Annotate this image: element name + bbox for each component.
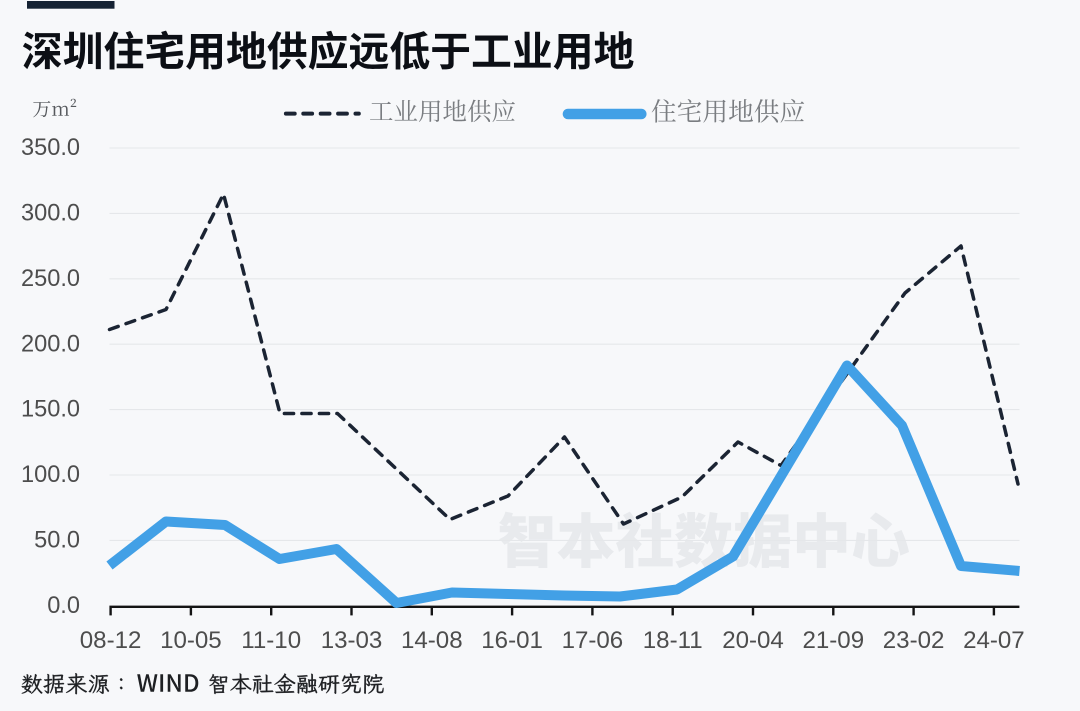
svg-text:200.0: 200.0 <box>21 331 80 357</box>
svg-text:11-10: 11-10 <box>241 627 301 654</box>
svg-text:13-03: 13-03 <box>321 627 383 654</box>
svg-text:10-05: 10-05 <box>160 627 222 654</box>
svg-text:14-08: 14-08 <box>401 627 463 654</box>
svg-text:300.0: 300.0 <box>21 201 80 227</box>
svg-text:100.0: 100.0 <box>21 462 80 488</box>
svg-text:0.0: 0.0 <box>47 593 80 619</box>
svg-text:20-04: 20-04 <box>722 627 784 654</box>
svg-text:23-02: 23-02 <box>883 627 945 654</box>
svg-text:250.0: 250.0 <box>21 266 80 292</box>
svg-text:16-01: 16-01 <box>481 627 543 654</box>
svg-text:18-11: 18-11 <box>643 627 703 654</box>
svg-text:50.0: 50.0 <box>34 528 80 554</box>
svg-text:350.0: 350.0 <box>21 135 80 161</box>
svg-text:21-09: 21-09 <box>802 627 864 654</box>
svg-text:150.0: 150.0 <box>21 397 80 423</box>
svg-text:17-06: 17-06 <box>562 627 624 654</box>
svg-text:24-07: 24-07 <box>963 627 1025 654</box>
svg-text:08-12: 08-12 <box>80 627 142 654</box>
